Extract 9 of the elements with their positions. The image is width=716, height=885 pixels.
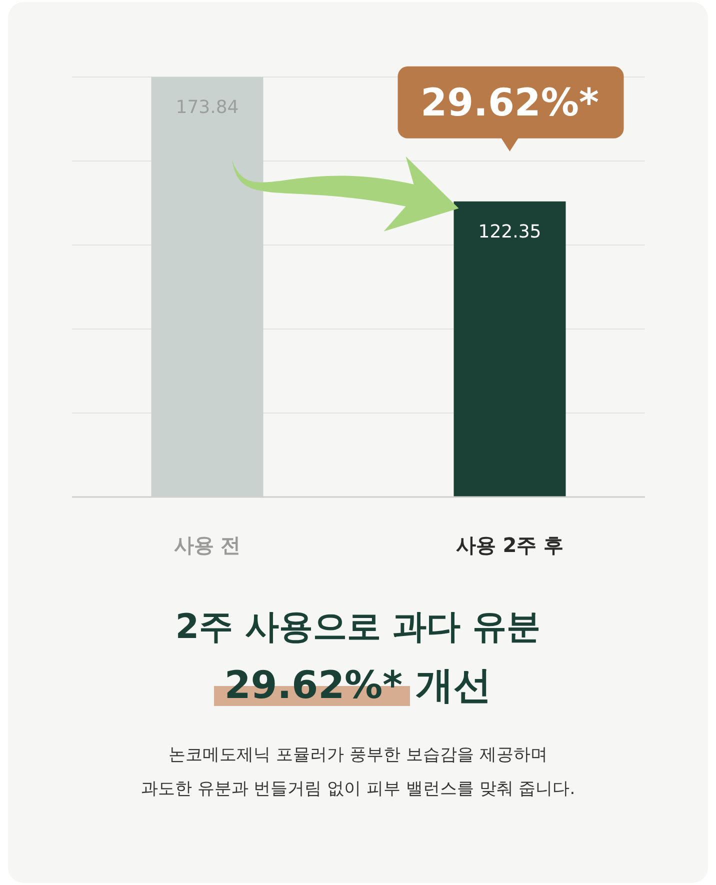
text: 논코메도제닉 포뮬러가 풍부한 보습감을 제공하며 [168,745,548,765]
x-tick-label: 사용 전 [174,533,241,557]
x-tick-label: 사용 2주 후 [456,533,564,557]
text: 29.62%* 개선 [224,663,492,707]
callout: 29.62%* [398,66,624,152]
annotation: 29.62%* [420,80,599,124]
text: 과도한 유분과 번들거림 없이 피부 밸런스를 맞춰 줍니다. [140,779,576,799]
text: 2주 사용으로 과다 유분 [175,607,541,647]
data-label: 122.35 [478,221,542,242]
